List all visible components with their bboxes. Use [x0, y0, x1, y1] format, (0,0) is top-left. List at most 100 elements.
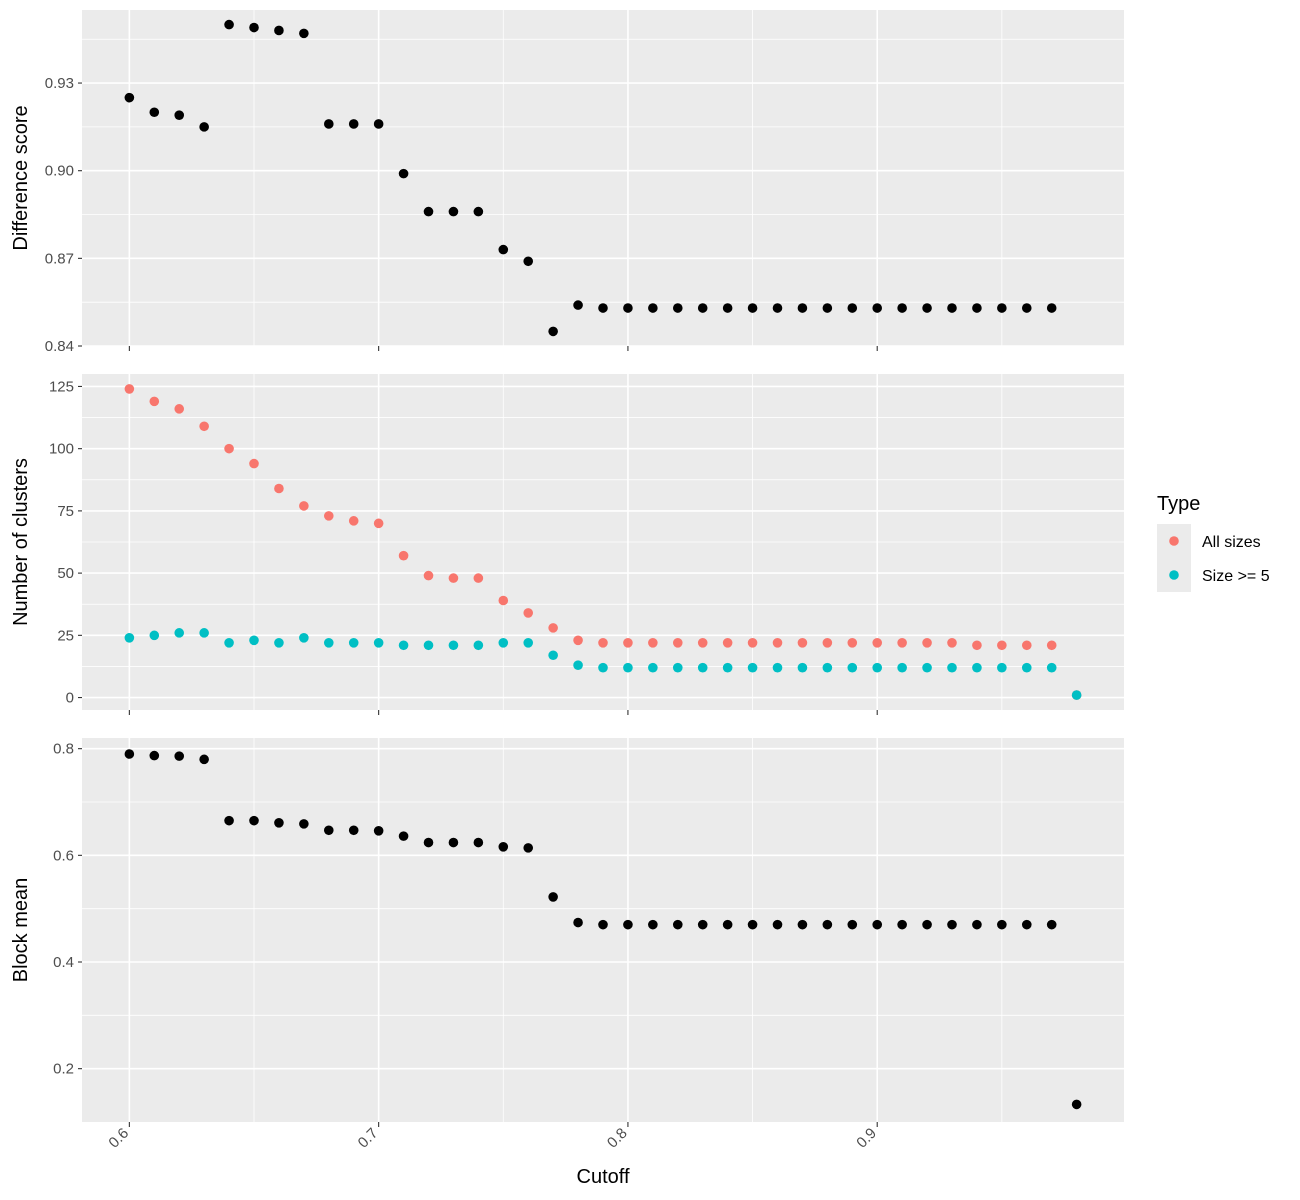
- data-point: [523, 256, 534, 267]
- data-point: [124, 92, 135, 103]
- data-point: [174, 751, 185, 761]
- data-point: [672, 662, 683, 673]
- x-axis-title: Cutoff: [577, 1166, 630, 1188]
- data-point: [747, 662, 758, 673]
- data-point: [149, 107, 160, 118]
- data-point: [972, 640, 982, 651]
- data-point: [997, 303, 1007, 313]
- data-point: [473, 573, 484, 583]
- panel-background: [82, 738, 1124, 1122]
- data-point: [323, 825, 334, 836]
- data-point: [648, 303, 658, 313]
- data-point: [1021, 662, 1032, 673]
- panel-2: 0 25 50 75 100 125 Number of clusters: [10, 374, 1124, 715]
- y-tick-label: 25: [57, 627, 74, 644]
- data-point: [797, 919, 808, 930]
- data-point: [224, 815, 234, 826]
- data-point: [747, 638, 758, 648]
- data-point: [423, 640, 434, 651]
- y-tick-label: 0.87: [45, 250, 74, 267]
- data-point: [922, 919, 932, 930]
- data-point: [498, 842, 509, 852]
- data-point: [523, 843, 534, 853]
- data-point: [249, 815, 259, 826]
- data-point: [149, 396, 160, 407]
- data-point: [573, 660, 583, 670]
- data-point: [722, 662, 733, 673]
- y-tick-label: 0.90: [45, 163, 74, 180]
- data-point: [423, 206, 434, 217]
- data-point: [623, 662, 633, 673]
- series-1: [124, 19, 1057, 337]
- data-point: [648, 662, 658, 673]
- data-point: [922, 303, 932, 313]
- data-point: [1071, 690, 1082, 700]
- data-point: [847, 303, 858, 313]
- y-axis-title: Number of clusters: [10, 458, 32, 626]
- data-point: [797, 662, 808, 673]
- data-point: [972, 919, 982, 930]
- data-point: [348, 119, 359, 129]
- x-tick-label: 0.9: [853, 1125, 880, 1152]
- series-1: [124, 384, 1082, 700]
- y-tick-label: 0.84: [45, 338, 74, 355]
- data-point: [797, 638, 808, 648]
- data-point: [348, 516, 359, 526]
- data-point: [697, 303, 708, 313]
- data-point: [498, 638, 509, 648]
- y-axis-title: Block mean: [10, 878, 32, 983]
- data-point: [697, 638, 708, 648]
- data-point: [199, 754, 209, 765]
- data-point: [448, 640, 459, 651]
- panel-background: [82, 10, 1124, 346]
- x-tick-label: 0.6: [105, 1125, 132, 1152]
- data-point: [772, 919, 783, 930]
- data-point: [672, 919, 683, 930]
- data-point: [249, 635, 259, 646]
- data-point: [648, 919, 658, 930]
- data-point: [523, 608, 534, 618]
- y-tick-label: 50: [57, 565, 74, 582]
- data-point: [373, 638, 384, 648]
- data-point: [897, 662, 907, 673]
- legend-label-size-5: Size >= 5: [1202, 568, 1270, 585]
- data-point: [1071, 1099, 1082, 1110]
- data-point: [299, 501, 309, 511]
- data-point: [473, 640, 484, 651]
- data-point: [548, 623, 558, 633]
- data-point: [523, 638, 534, 648]
- data-point: [997, 919, 1007, 930]
- data-point: [947, 638, 957, 648]
- data-point: [274, 818, 284, 828]
- data-point: [997, 640, 1007, 651]
- data-point: [323, 638, 334, 648]
- legend: Type All sizes Size >= 5: [1157, 493, 1270, 592]
- data-point: [124, 384, 135, 394]
- y-tick-label: 0.93: [45, 75, 74, 92]
- data-point: [997, 662, 1007, 673]
- data-point: [249, 458, 259, 469]
- panel-1: 0.84 0.87 0.90 0.93 Difference score: [10, 10, 1124, 355]
- y-tick-label: 125: [49, 378, 74, 395]
- data-point: [149, 750, 160, 761]
- data-point: [648, 638, 658, 648]
- data-point: [947, 919, 957, 930]
- data-point: [199, 421, 209, 432]
- data-point: [598, 638, 608, 648]
- data-point: [573, 300, 583, 310]
- data-point: [548, 326, 558, 337]
- data-point: [897, 638, 907, 648]
- series-2: [124, 628, 1082, 700]
- data-point: [174, 110, 185, 120]
- data-point: [672, 638, 683, 648]
- data-point: [847, 638, 858, 648]
- data-point: [423, 570, 434, 581]
- data-point: [672, 303, 683, 313]
- data-point: [897, 919, 907, 930]
- data-point: [124, 633, 135, 643]
- data-point: [947, 662, 957, 673]
- panel-3: 0.2 0.4 0.6 0.8 0.6 0.7 0.8 0.9 Block mean Cutoff: [10, 738, 1124, 1188]
- data-point: [174, 404, 185, 414]
- legend-key-all-sizes: [1169, 536, 1179, 546]
